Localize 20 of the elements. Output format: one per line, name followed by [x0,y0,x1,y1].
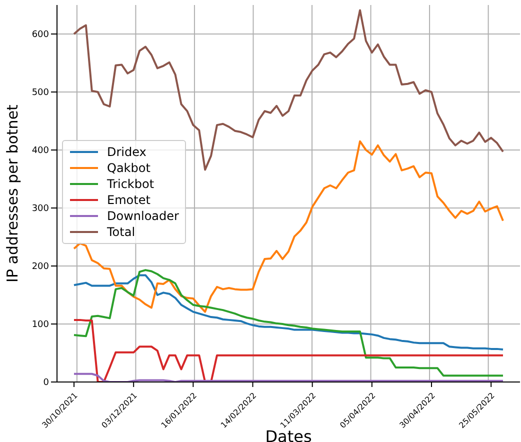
y-tick-label: 600 [32,30,50,40]
y-axis-title: IP addresses per botnet [3,104,22,282]
y-tick-label: 0 [43,378,50,388]
x-axis-title: Dates [265,427,312,442]
line-series [73,140,504,313]
line-series [73,372,504,382]
legend-label: Total [107,225,136,239]
y-tick-label: 200 [32,262,50,272]
y-tick-label: 400 [32,146,50,156]
legend-label: Downloader [107,209,179,223]
y-tick-label: 500 [32,88,50,98]
legend-label: Qakbot [107,161,150,175]
y-tick-label: 300 [32,204,50,214]
legend-label: Trickbot [107,177,154,191]
y-tick-label: 100 [32,320,50,330]
line-series [73,318,504,382]
legend-label: Dridex [107,145,146,159]
line-series [73,269,504,377]
line-series [73,274,504,351]
legend-label: Emotet [107,193,150,207]
